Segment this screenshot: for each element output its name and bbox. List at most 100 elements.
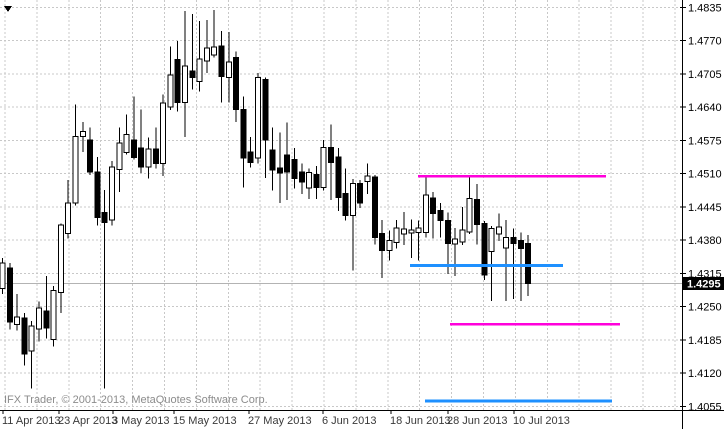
candle-bullish[interactable]	[211, 46, 218, 56]
candle-bullish[interactable]	[495, 226, 502, 235]
candle-bearish[interactable]	[357, 182, 364, 204]
candle-bullish[interactable]	[306, 172, 313, 189]
candle-bearish[interactable]	[43, 310, 50, 329]
candle-bearish[interactable]	[474, 199, 480, 226]
candle-bullish[interactable]	[364, 175, 371, 183]
trend-lines-layer[interactable]	[410, 174, 620, 403]
down-arrow-marker[interactable]	[4, 6, 12, 12]
candle-bullish[interactable]	[50, 290, 57, 340]
x-axis-label: 10 Jul 2013	[513, 415, 570, 427]
candle-bearish[interactable]	[291, 159, 298, 180]
candle-bullish[interactable]	[415, 227, 422, 233]
candle-bearish[interactable]	[269, 149, 276, 171]
y-axis-label: 1.4380	[688, 235, 722, 247]
candle-bullish[interactable]	[203, 47, 210, 62]
candle-bullish[interactable]	[320, 146, 327, 188]
candle-bearish[interactable]	[284, 154, 291, 173]
candle-bearish[interactable]	[174, 58, 181, 103]
x-axis-label: 11 Apr 2013	[2, 415, 61, 427]
candle-bullish[interactable]	[36, 307, 42, 330]
candle-bearish[interactable]	[444, 220, 451, 245]
candle-bearish[interactable]	[298, 171, 305, 183]
candle-bearish[interactable]	[517, 240, 524, 250]
candle-bearish[interactable]	[335, 156, 342, 199]
candle-bullish[interactable]	[182, 65, 188, 103]
y-axis-label: 1.4120	[688, 368, 722, 380]
grid-layer	[0, 0, 682, 410]
x-axis-label: 27 May 2013	[248, 415, 312, 427]
current-price-box	[683, 277, 724, 290]
candle-bullish[interactable]	[255, 76, 261, 159]
y-axis-label: 1.4510	[688, 169, 722, 181]
candle-bullish[interactable]	[145, 148, 152, 168]
y-axis-label: 1.4055	[688, 401, 722, 413]
x-axis-label: 18 Jun 2013	[390, 415, 451, 427]
candle-bullish[interactable]	[386, 240, 393, 251]
candle-bullish[interactable]	[167, 74, 174, 108]
candle-bullish[interactable]	[57, 224, 64, 294]
object-marker-layer[interactable]	[4, 6, 12, 12]
candle-bearish[interactable]	[525, 243, 532, 285]
candle-bearish[interactable]	[87, 139, 94, 173]
candle-bearish[interactable]	[481, 223, 488, 276]
candle-bullish[interactable]	[14, 316, 21, 325]
candle-bearish[interactable]	[94, 171, 101, 219]
candle-bearish[interactable]	[21, 317, 28, 355]
candle-bearish[interactable]	[262, 78, 269, 141]
candle-bearish[interactable]	[313, 174, 320, 188]
y-axis-label: 1.4835	[688, 2, 722, 14]
candle-bearish[interactable]	[328, 146, 334, 163]
candle-bearish[interactable]	[233, 56, 240, 111]
x-axis-label: 23 Apr 2013	[58, 415, 117, 427]
y-axis-label: 1.4445	[688, 202, 722, 214]
candle-bullish[interactable]	[0, 262, 6, 290]
x-axis-label: 3 May 2013	[112, 415, 169, 427]
candle-bullish[interactable]	[160, 102, 167, 164]
candle-bearish[interactable]	[342, 193, 349, 216]
candle-bearish[interactable]	[371, 176, 378, 238]
candle-bullish[interactable]	[109, 166, 115, 221]
y-axis-label: 1.4640	[688, 102, 722, 114]
candle-bearish[interactable]	[510, 236, 517, 245]
candle-bullish[interactable]	[225, 61, 232, 78]
candle-bearish[interactable]	[152, 148, 159, 164]
candle-bullish[interactable]	[422, 194, 429, 233]
y-axis-label: 1.4575	[688, 135, 722, 147]
y-axis-label: 1.4250	[688, 302, 722, 314]
candle-bearish[interactable]	[218, 45, 225, 77]
candle-bullish[interactable]	[452, 238, 459, 245]
candle-bullish[interactable]	[488, 227, 495, 252]
candle-bullish[interactable]	[401, 228, 407, 235]
candle-bullish[interactable]	[349, 182, 356, 216]
candle-bullish[interactable]	[123, 134, 130, 154]
candle-bullish[interactable]	[459, 229, 466, 243]
candle-bearish[interactable]	[130, 139, 137, 159]
candle-bullish[interactable]	[28, 325, 35, 352]
candles-layer[interactable]	[0, 9, 532, 389]
candle-bullish[interactable]	[116, 142, 123, 170]
candle-bearish[interactable]	[247, 151, 254, 163]
candle-bullish[interactable]	[503, 236, 510, 249]
candle-bullish[interactable]	[393, 227, 400, 244]
candle-bearish[interactable]	[189, 70, 196, 78]
candle-bearish[interactable]	[6, 267, 13, 323]
candle-bearish[interactable]	[379, 232, 386, 251]
candle-bullish[interactable]	[79, 131, 86, 138]
candle-bearish[interactable]	[138, 147, 145, 168]
candle-bullish[interactable]	[196, 58, 203, 82]
x-axis-label: 15 May 2013	[173, 415, 237, 427]
candle-bearish[interactable]	[276, 167, 283, 174]
candle-bearish[interactable]	[101, 211, 108, 224]
candle-bearish[interactable]	[430, 197, 437, 214]
x-axis-label: 6 Jun 2013	[322, 415, 376, 427]
y-axis-label: 1.4770	[688, 36, 722, 48]
candle-bearish[interactable]	[437, 209, 444, 222]
current-price-value: 1.4295	[687, 279, 721, 291]
candle-bullish[interactable]	[65, 202, 72, 234]
candle-bearish[interactable]	[240, 109, 247, 159]
candle-bullish[interactable]	[72, 136, 79, 204]
candle-bullish[interactable]	[408, 229, 415, 234]
candle-bullish[interactable]	[466, 198, 473, 233]
